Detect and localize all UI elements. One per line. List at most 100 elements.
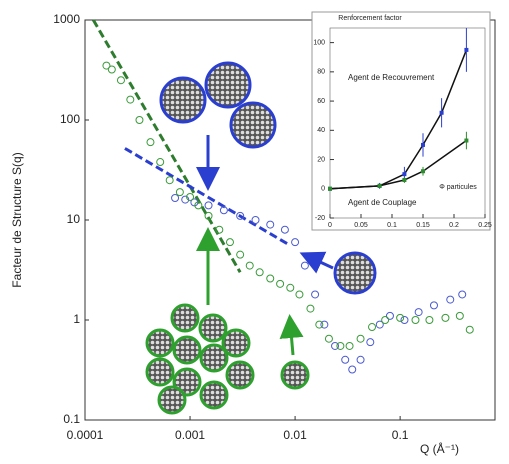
data-point [381,316,390,324]
data-point [336,341,345,350]
data-point [465,325,474,334]
legend-label: Agent de Couplage [348,198,417,207]
data-point [165,176,174,185]
data-point [396,313,405,322]
fit-line [124,147,291,247]
data-point [107,65,116,74]
data-point [385,311,394,320]
y-tick-label: 0.1 [63,412,80,426]
data-point [324,334,333,343]
data-point [219,206,228,215]
inset: Renforcement factor Φ particules -200204… [313,15,492,229]
x-tick-label: 0.01 [283,428,307,442]
y-tick-label: 1000 [53,12,80,26]
x-tick-label: 0 [328,222,332,229]
data-point [175,188,184,197]
data-point [439,110,444,115]
illustrations [145,61,377,415]
data-point [455,311,464,320]
legend-label: Agent de Recouvrement [348,73,435,82]
data-point [368,323,377,332]
data-point [341,355,350,364]
data-point [204,211,213,220]
data-point [280,225,289,234]
data-point [225,238,234,247]
data-point [186,192,195,201]
x-tick-label: 0.15 [416,222,430,229]
data-point [411,316,420,324]
x-tick-label: 0.001 [175,428,205,442]
data-point [311,290,320,299]
y-tick-label: 40 [317,127,325,134]
y-tick-label: 0 [321,186,325,193]
data-point [429,301,438,310]
data-point [377,183,382,188]
data-point [345,341,354,350]
data-point [146,138,155,147]
inset-plot-frame [329,27,486,219]
data-point [400,316,409,324]
y-tick-label: 20 [317,156,325,163]
y-tick-label: -20 [315,215,325,222]
data-point [102,61,111,70]
data-point [402,178,407,182]
data-point [320,320,329,329]
data-point [421,169,425,174]
data-point [306,304,315,313]
inset-x-label: Φ particules [439,184,477,191]
data-point [181,195,190,204]
y-tick-label: 80 [317,69,325,76]
data-point [425,316,434,324]
y-axis-label: Facteur de Structure S(q) [10,152,24,287]
data-point [251,216,260,224]
x-axis-label: Q (Å⁻¹) [420,441,459,456]
data-point [348,365,357,374]
data-point [236,250,245,259]
y-tick-label: 1 [73,312,80,326]
data-point [126,95,135,104]
data-point [204,201,213,210]
y-tick-label: 100 [60,112,80,126]
data-point [135,116,144,124]
data-point [366,338,375,347]
data-point [215,225,224,234]
y-tick-label: 60 [317,98,325,105]
data-point [328,186,332,191]
data-point [266,274,275,283]
x-tick-label: 0.05 [354,222,368,229]
data-point [156,158,165,167]
data-point [266,220,275,229]
data-point [414,308,423,317]
data-point [331,341,340,350]
x-tick-label: 0.0001 [67,428,104,442]
data-point [194,201,203,210]
data-point [276,279,285,288]
data-point [356,355,365,364]
y-tick-label: 10 [67,212,81,226]
x-tick-label: 0.1 [392,428,409,442]
data-point [375,320,384,329]
data-point [446,295,455,304]
data-point [458,290,467,299]
x-tick-label: 0.1 [387,222,397,229]
data-point [255,268,264,277]
data-point [402,172,407,177]
data-point [441,313,450,322]
x-tick-label: 0.2 [449,222,459,229]
data-point [464,138,469,143]
x-tick-label: 0.25 [478,222,492,229]
data-point [356,334,365,343]
data-point [116,76,125,85]
data-point [245,261,254,270]
data-point [291,238,300,247]
inset-frame [311,11,491,231]
y-tick-label: 100 [313,39,325,46]
data-point [421,142,425,147]
data-point [171,193,180,202]
fit-line [92,19,242,274]
data-point [286,283,295,292]
data-point [464,47,469,52]
data-point [315,320,324,329]
